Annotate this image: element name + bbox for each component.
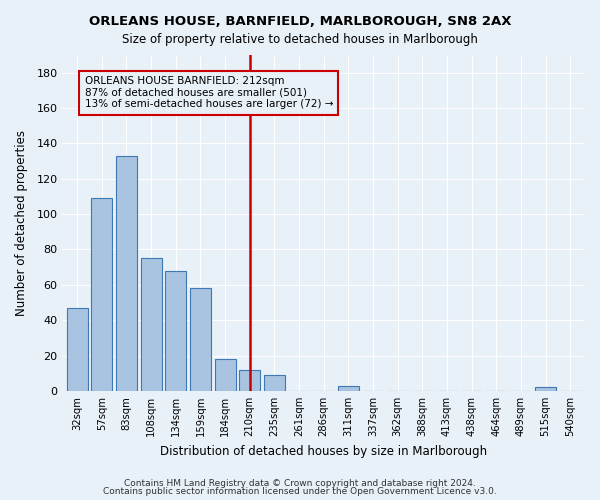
Bar (91, 198, 112, 391)
Text: ORLEANS HOUSE BARNFIELD: 212sqm
87% of detached houses are smaller (501)
13% of : ORLEANS HOUSE BARNFIELD: 212sqm 87% of d… (85, 76, 333, 110)
Bar (239, 370, 260, 391)
Text: ORLEANS HOUSE, BARNFIELD, MARLBOROUGH, SN8 2AX: ORLEANS HOUSE, BARNFIELD, MARLBOROUGH, S… (89, 15, 511, 28)
Bar (338, 386, 359, 391)
Bar (535, 388, 556, 391)
Bar (116, 156, 137, 391)
Bar (67, 308, 88, 391)
Bar (264, 375, 285, 391)
Text: Contains public sector information licensed under the Open Government Licence v3: Contains public sector information licen… (103, 487, 497, 496)
Bar (165, 270, 186, 391)
X-axis label: Distribution of detached houses by size in Marlborough: Distribution of detached houses by size … (160, 444, 487, 458)
Bar (190, 288, 211, 391)
Bar (215, 359, 236, 391)
Text: Size of property relative to detached houses in Marlborough: Size of property relative to detached ho… (122, 32, 478, 46)
Bar (140, 258, 161, 391)
Text: Contains HM Land Registry data © Crown copyright and database right 2024.: Contains HM Land Registry data © Crown c… (124, 478, 476, 488)
Y-axis label: Number of detached properties: Number of detached properties (15, 130, 28, 316)
